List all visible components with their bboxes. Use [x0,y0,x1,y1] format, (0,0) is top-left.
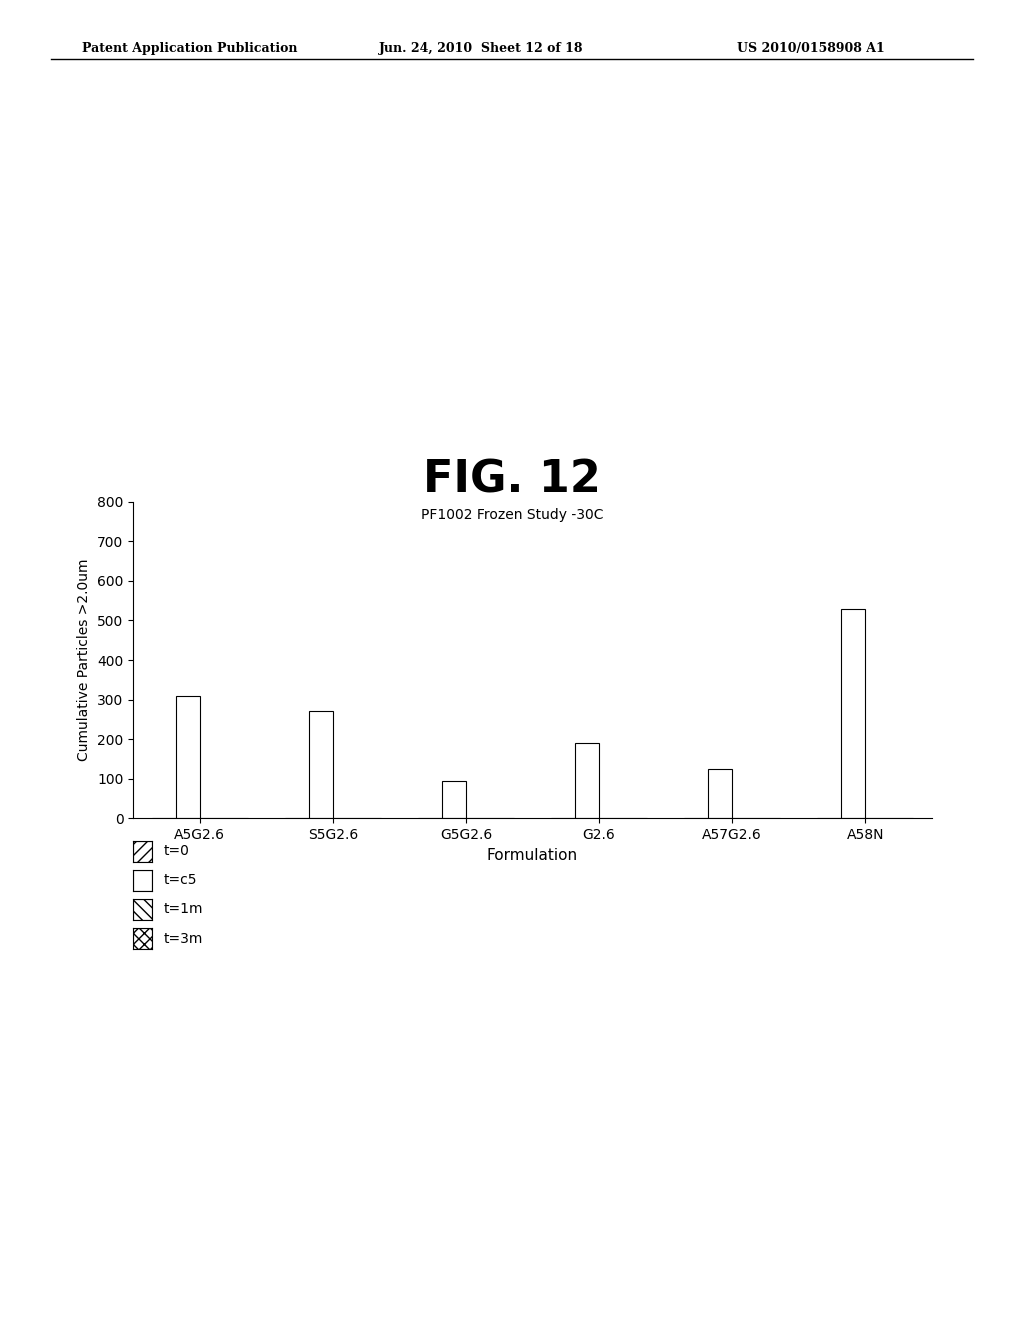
Text: Jun. 24, 2010  Sheet 12 of 18: Jun. 24, 2010 Sheet 12 of 18 [379,42,584,55]
Bar [709,768,732,818]
Text: t=0: t=0 [164,845,189,858]
FancyBboxPatch shape [133,841,152,862]
Text: Patent Application Publication: Patent Application Publication [82,42,297,55]
Text: t=3m: t=3m [164,932,203,945]
Bar [442,780,466,818]
Text: t=c5: t=c5 [164,874,198,887]
FancyBboxPatch shape [133,870,152,891]
FancyBboxPatch shape [133,928,152,949]
Bar [309,711,333,818]
Text: t=1m: t=1m [164,903,204,916]
FancyBboxPatch shape [133,899,152,920]
Bar [842,609,865,818]
Bar [575,743,599,818]
Text: PF1002 Frozen Study -30C: PF1002 Frozen Study -30C [421,508,603,523]
X-axis label: Formulation: Formulation [487,847,578,863]
Bar [176,696,200,818]
Y-axis label: Cumulative Particles >2.0um: Cumulative Particles >2.0um [78,558,91,762]
Text: FIG. 12: FIG. 12 [423,458,601,502]
Text: US 2010/0158908 A1: US 2010/0158908 A1 [737,42,885,55]
